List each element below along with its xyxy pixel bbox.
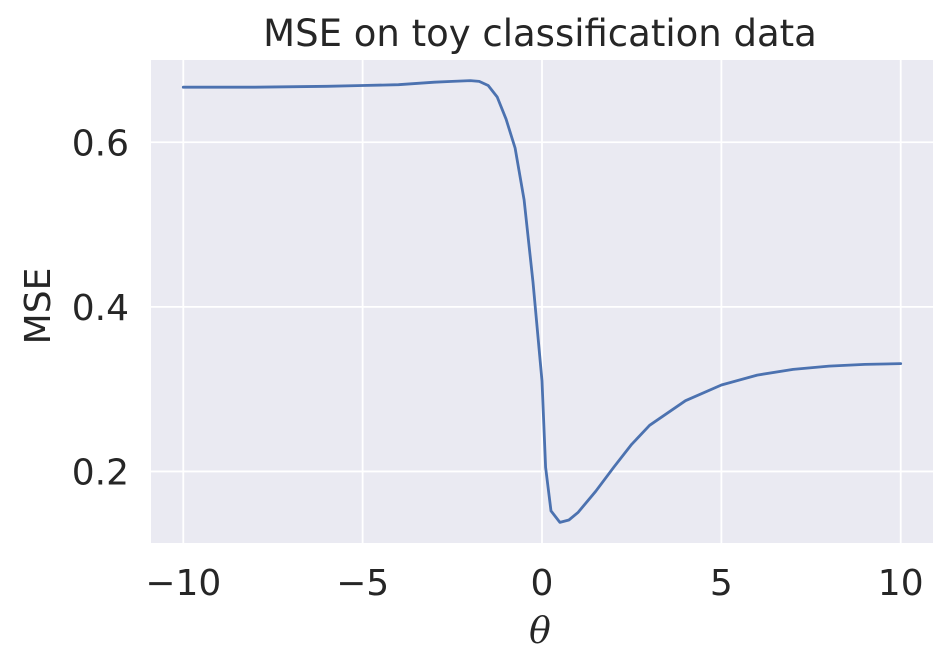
x-tick-label: 5	[710, 563, 733, 604]
x-tick-label: 0	[531, 563, 554, 604]
y-tick-label: 0.6	[72, 123, 129, 164]
y-tick-label: 0.2	[72, 452, 129, 493]
y-tick-label: 0.4	[72, 288, 129, 329]
x-tick-label: −5	[336, 563, 389, 604]
x-tick-label: 10	[878, 563, 924, 604]
series-group	[181, 79, 903, 524]
series-line	[181, 79, 903, 524]
x-axis-label: θ	[529, 611, 551, 652]
grid	[151, 60, 933, 543]
y-axis-label: MSE	[18, 268, 59, 345]
x-axis-ticks: −10 −5 0 5 10	[145, 563, 923, 604]
chart-title: MSE on toy classification data	[263, 12, 817, 55]
x-tick-label: −10	[145, 563, 221, 604]
y-axis-ticks: 0.2 0.4 0.6	[72, 123, 129, 493]
